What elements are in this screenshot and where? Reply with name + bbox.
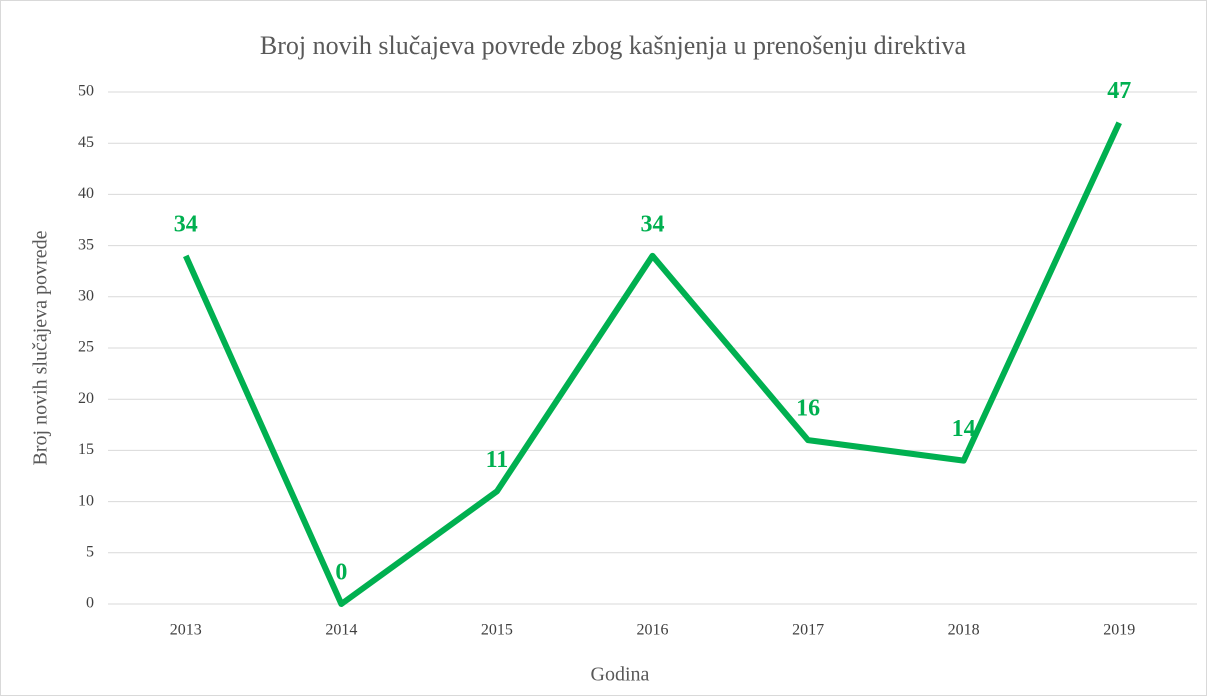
- x-tick-label: 2018: [948, 622, 980, 639]
- y-tick-label: 5: [86, 543, 94, 560]
- y-tick-label: 30: [78, 287, 94, 304]
- y-tick-label: 0: [86, 595, 94, 612]
- y-tick-label: 25: [78, 339, 94, 356]
- x-axis-label: Godina: [591, 664, 650, 686]
- y-axis-label: Broj novih slučajeva povrede: [30, 230, 52, 465]
- data-label: 11: [486, 447, 509, 473]
- data-label: 16: [796, 396, 820, 422]
- y-tick-label: 10: [78, 492, 94, 509]
- chart-title: Broj novih slučajeva povrede zbog kašnje…: [260, 31, 967, 60]
- y-tick-label: 50: [78, 83, 94, 100]
- x-tick-label: 2019: [1103, 622, 1135, 639]
- data-label: 34: [174, 211, 198, 237]
- x-tick-label: 2013: [170, 622, 202, 639]
- x-tick-label: 2017: [792, 622, 824, 639]
- y-tick-label: 45: [78, 134, 94, 151]
- data-label: 14: [952, 416, 976, 442]
- x-tick-label: 2016: [637, 622, 669, 639]
- data-label: 34: [641, 211, 665, 237]
- y-tick-label: 20: [78, 390, 94, 407]
- line-series: [183, 121, 1122, 607]
- x-tick-label: 2014: [325, 622, 357, 639]
- x-tick-label: 2015: [481, 622, 513, 639]
- data-label: 0: [335, 560, 347, 586]
- y-tick-label: 15: [78, 441, 94, 458]
- data-label: 47: [1107, 78, 1131, 104]
- y-tick-label: 40: [78, 185, 94, 202]
- y-tick-label: 35: [78, 236, 94, 253]
